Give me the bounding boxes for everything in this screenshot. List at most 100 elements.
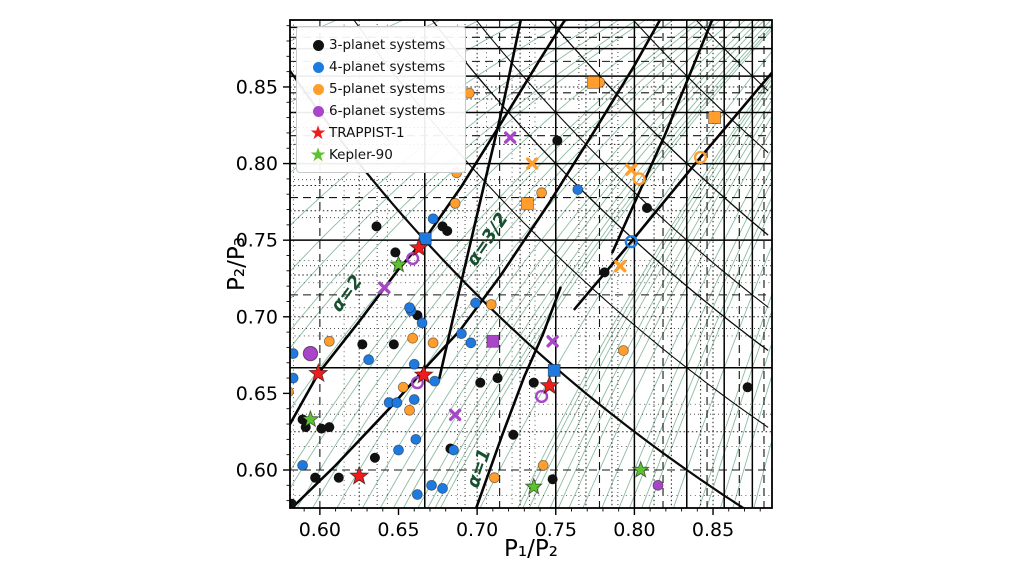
3-planet-systems-marker bbox=[641, 202, 652, 213]
x-tick-label: 0.70 bbox=[456, 519, 498, 541]
legend-marker-kepler90-star-icon: ★ bbox=[309, 143, 327, 166]
6-planet-systems-marker bbox=[652, 479, 664, 491]
6-planet-open-marker bbox=[406, 251, 420, 266]
4-planet-systems-marker bbox=[408, 358, 420, 370]
y-tick-label: 0.70 bbox=[236, 306, 278, 328]
y-tick-label: 0.80 bbox=[236, 153, 278, 175]
4-planet-systems-marker bbox=[290, 348, 299, 359]
5-planet-x-marker bbox=[525, 157, 539, 170]
3-planet-systems-marker bbox=[324, 422, 335, 433]
4-planet-systems-marker bbox=[456, 328, 467, 340]
legend-label-4-planet: 4-planet systems bbox=[329, 59, 446, 75]
5-planet-systems-marker bbox=[536, 187, 548, 199]
3-planet-systems-marker bbox=[528, 377, 539, 388]
y-tick-label: 0.65 bbox=[236, 383, 278, 405]
kepler-90-marker bbox=[389, 254, 408, 273]
x-tick-label: 0.65 bbox=[377, 519, 419, 541]
3-planet-systems-marker bbox=[290, 498, 297, 508]
legend-box: 3-planet systems 4-planet systems 5-plan… bbox=[296, 26, 466, 173]
4-planet-systems-marker bbox=[416, 317, 428, 329]
legend-item-4-planet: 4-planet systems bbox=[307, 56, 457, 78]
x-tick-label: 0.75 bbox=[535, 519, 577, 541]
3-planet-systems-marker bbox=[390, 247, 401, 258]
6-planet-x-marker bbox=[448, 408, 462, 422]
5-planet-systems-marker bbox=[427, 337, 439, 349]
legend-item-kepler90: ★ Kepler-90 bbox=[307, 144, 457, 166]
x-tick-label: 0.60 bbox=[299, 519, 341, 541]
legend-marker-5-planet bbox=[307, 83, 329, 95]
legend-label-trappist1: TRAPPIST-1 bbox=[329, 125, 405, 141]
5-planet-systems-marker bbox=[489, 472, 500, 484]
5-planet-x-marker bbox=[614, 260, 627, 273]
3-planet-systems-marker bbox=[310, 472, 321, 483]
4-planet-systems-marker bbox=[393, 444, 404, 456]
kepler-90-marker bbox=[301, 409, 320, 428]
3-planet-systems-marker bbox=[475, 377, 486, 388]
4-planet-systems-marker bbox=[297, 460, 308, 471]
5-planet-systems-marker bbox=[407, 332, 419, 344]
6-planet-x-marker bbox=[503, 131, 517, 144]
x-axis-title: P₁/P₂ bbox=[504, 536, 558, 562]
5-planet-systems-marker bbox=[537, 460, 549, 471]
5-planet-x-marker bbox=[625, 163, 638, 176]
5-planet-square-marker bbox=[587, 75, 600, 89]
legend-marker-trappist1-star-icon: ★ bbox=[309, 121, 327, 144]
kepler-90-marker bbox=[631, 460, 651, 478]
6-planet-open-marker bbox=[535, 389, 549, 404]
5-planet-square-marker bbox=[708, 111, 722, 124]
legend-label-kepler90: Kepler-90 bbox=[329, 147, 393, 163]
6-planet-open-marker bbox=[410, 376, 424, 390]
4-planet-systems-marker bbox=[429, 375, 441, 387]
legend-label-6-planet: 6-planet systems bbox=[329, 103, 446, 119]
legend-label-5-planet: 5-planet systems bbox=[329, 81, 446, 97]
5-planet-systems-marker bbox=[323, 335, 335, 347]
3-planet-systems-marker bbox=[599, 267, 610, 278]
3-planet-systems-marker bbox=[552, 135, 563, 146]
trappist-1-marker bbox=[539, 374, 560, 395]
4-planet-systems-marker bbox=[408, 394, 420, 405]
4-planet-systems-marker bbox=[411, 489, 423, 500]
5-planet-systems-marker bbox=[485, 299, 497, 310]
3-planet-systems-marker bbox=[357, 339, 368, 350]
4-planet-systems-marker bbox=[465, 337, 477, 349]
4-planet-systems-marker bbox=[391, 397, 403, 408]
4-planet-open-marker bbox=[624, 235, 638, 249]
6-planet-big-marker bbox=[302, 345, 319, 362]
x-tick-label: 0.85 bbox=[692, 519, 734, 541]
legend-item-6-planet: 6-planet systems bbox=[307, 100, 457, 122]
4-planet-systems-marker bbox=[427, 213, 439, 225]
legend-item-3-planet: 3-planet systems bbox=[307, 34, 457, 56]
3-planet-systems-marker bbox=[369, 452, 380, 463]
6-planet-x-marker bbox=[546, 335, 559, 348]
3-planet-systems-marker bbox=[742, 382, 753, 393]
5-planet-systems-marker bbox=[617, 345, 629, 356]
trappist-1-marker bbox=[308, 362, 329, 383]
6-planet-square-marker bbox=[486, 334, 500, 348]
3-planet-systems-marker bbox=[492, 373, 503, 384]
5-planet-systems-marker bbox=[449, 198, 461, 209]
4-planet-systems-marker bbox=[437, 482, 448, 494]
4-planet-systems-marker bbox=[290, 372, 299, 384]
4-planet-systems-marker bbox=[410, 433, 422, 445]
5-planet-open-marker bbox=[693, 150, 708, 165]
y-tick-label: 0.75 bbox=[236, 230, 278, 252]
5-planet-systems-marker bbox=[397, 381, 409, 393]
legend-item-5-planet: 5-planet systems bbox=[307, 78, 457, 100]
3-planet-systems-marker bbox=[371, 221, 382, 232]
3-planet-systems-marker bbox=[316, 423, 327, 434]
4-planet-systems-marker bbox=[363, 354, 375, 366]
6-planet-x-marker bbox=[378, 281, 391, 294]
5-planet-open-marker bbox=[632, 172, 646, 186]
alpha-label: α=2 bbox=[327, 271, 367, 316]
4-planet-systems-marker bbox=[448, 444, 459, 456]
3-planet-systems-marker bbox=[442, 225, 453, 236]
y-tick-label: 0.85 bbox=[236, 76, 278, 98]
trappist-1-marker bbox=[408, 237, 430, 257]
legend-marker-3-planet bbox=[307, 39, 329, 51]
4-planet-systems-marker bbox=[572, 184, 584, 196]
4-planet-systems-marker bbox=[426, 479, 437, 491]
alpha-label: α=3/2 bbox=[462, 209, 512, 270]
3-planet-systems-marker bbox=[508, 429, 519, 440]
